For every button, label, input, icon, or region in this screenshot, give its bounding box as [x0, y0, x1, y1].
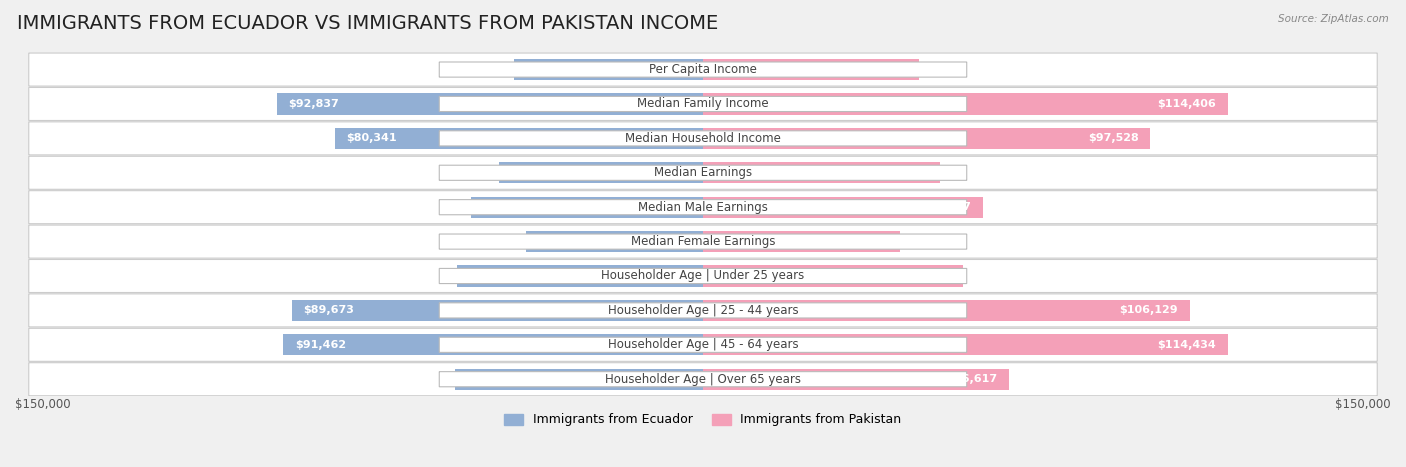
Text: $51,693: $51,693 — [877, 168, 928, 178]
FancyBboxPatch shape — [28, 260, 1378, 292]
Text: Median Male Earnings: Median Male Earnings — [638, 201, 768, 214]
FancyBboxPatch shape — [439, 234, 967, 249]
Bar — [703, 93, 1227, 114]
Bar — [703, 127, 1150, 149]
Text: Source: ZipAtlas.com: Source: ZipAtlas.com — [1278, 14, 1389, 24]
Text: $150,000: $150,000 — [1336, 398, 1391, 411]
Bar — [703, 265, 963, 287]
FancyBboxPatch shape — [28, 363, 1378, 396]
Text: Per Capita Income: Per Capita Income — [650, 63, 756, 76]
Bar — [284, 334, 703, 355]
Bar — [277, 93, 703, 114]
Text: $38,644: $38,644 — [537, 237, 588, 247]
Legend: Immigrants from Ecuador, Immigrants from Pakistan: Immigrants from Ecuador, Immigrants from… — [499, 409, 907, 432]
Bar — [499, 162, 703, 184]
Bar — [471, 197, 703, 218]
Bar — [703, 231, 900, 252]
Bar — [703, 300, 1189, 321]
Text: $114,406: $114,406 — [1157, 99, 1216, 109]
FancyBboxPatch shape — [439, 372, 967, 387]
Text: $44,462: $44,462 — [510, 168, 562, 178]
Text: IMMIGRANTS FROM ECUADOR VS IMMIGRANTS FROM PAKISTAN INCOME: IMMIGRANTS FROM ECUADOR VS IMMIGRANTS FR… — [17, 14, 718, 33]
FancyBboxPatch shape — [28, 294, 1378, 327]
FancyBboxPatch shape — [28, 225, 1378, 258]
Text: $47,084: $47,084 — [856, 64, 907, 75]
Text: $97,528: $97,528 — [1088, 134, 1139, 143]
Text: $50,474: $50,474 — [482, 202, 534, 212]
Bar — [457, 265, 703, 287]
Text: $56,789: $56,789 — [901, 271, 952, 281]
Bar — [335, 127, 703, 149]
Bar — [703, 162, 941, 184]
Text: Median Earnings: Median Earnings — [654, 166, 752, 179]
Text: Householder Age | Under 25 years: Householder Age | Under 25 years — [602, 269, 804, 283]
FancyBboxPatch shape — [28, 53, 1378, 86]
Bar — [291, 300, 703, 321]
FancyBboxPatch shape — [28, 122, 1378, 155]
FancyBboxPatch shape — [439, 337, 967, 353]
FancyBboxPatch shape — [28, 156, 1378, 189]
FancyBboxPatch shape — [28, 87, 1378, 120]
Bar — [703, 334, 1227, 355]
Bar — [456, 368, 703, 390]
FancyBboxPatch shape — [28, 328, 1378, 361]
FancyBboxPatch shape — [439, 165, 967, 180]
Bar — [703, 368, 1008, 390]
Text: $53,722: $53,722 — [468, 271, 519, 281]
FancyBboxPatch shape — [439, 131, 967, 146]
Text: $114,434: $114,434 — [1157, 340, 1216, 350]
Text: Median Female Earnings: Median Female Earnings — [631, 235, 775, 248]
FancyBboxPatch shape — [439, 62, 967, 77]
Text: $41,195: $41,195 — [526, 64, 576, 75]
Text: $66,617: $66,617 — [946, 374, 997, 384]
Text: $54,030: $54,030 — [467, 374, 517, 384]
FancyBboxPatch shape — [439, 303, 967, 318]
FancyBboxPatch shape — [439, 199, 967, 215]
Text: Householder Age | 25 - 44 years: Householder Age | 25 - 44 years — [607, 304, 799, 317]
Text: Median Household Income: Median Household Income — [626, 132, 780, 145]
Text: $89,673: $89,673 — [304, 305, 354, 315]
Bar — [515, 59, 703, 80]
Text: $106,129: $106,129 — [1119, 305, 1178, 315]
Text: $80,341: $80,341 — [346, 134, 396, 143]
FancyBboxPatch shape — [28, 191, 1378, 224]
FancyBboxPatch shape — [439, 96, 967, 112]
Text: $43,052: $43,052 — [838, 237, 889, 247]
Text: $92,837: $92,837 — [288, 99, 339, 109]
Text: $150,000: $150,000 — [15, 398, 70, 411]
Text: Median Family Income: Median Family Income — [637, 98, 769, 111]
Text: $91,462: $91,462 — [295, 340, 346, 350]
Text: $60,987: $60,987 — [921, 202, 972, 212]
Text: Householder Age | 45 - 64 years: Householder Age | 45 - 64 years — [607, 338, 799, 351]
Bar — [703, 59, 920, 80]
Bar — [526, 231, 703, 252]
FancyBboxPatch shape — [439, 269, 967, 283]
Bar — [703, 197, 983, 218]
Text: Householder Age | Over 65 years: Householder Age | Over 65 years — [605, 373, 801, 386]
